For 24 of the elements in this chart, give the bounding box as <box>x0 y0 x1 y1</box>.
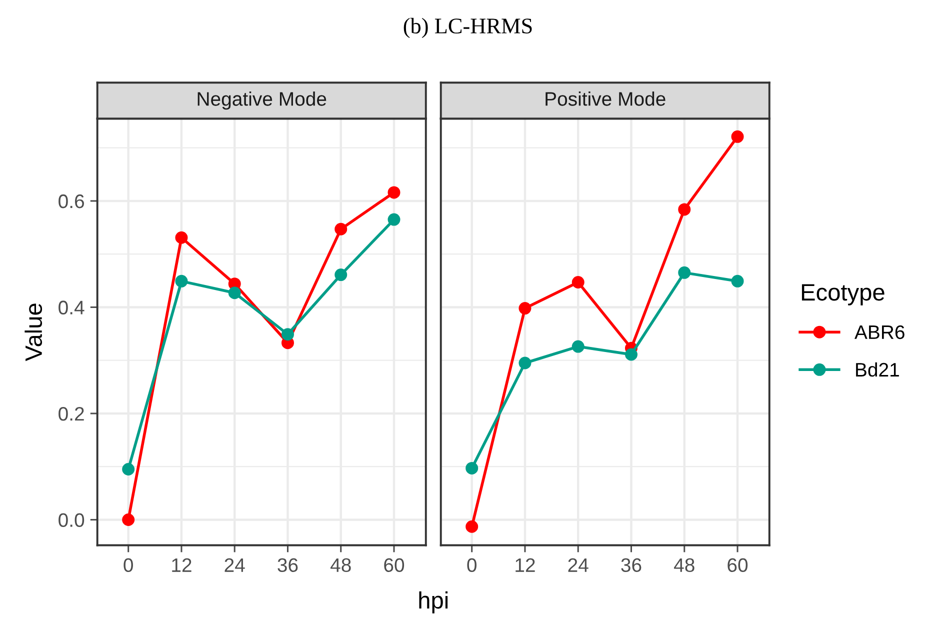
y-tick-label: 0.2 <box>58 406 84 421</box>
x-tick-label: 12 <box>172 558 192 572</box>
y-tick-label: 0.4 <box>58 300 84 314</box>
legend-title: Ecotype <box>802 284 884 306</box>
chart-subtitle: Positive Mode <box>546 92 666 106</box>
y-tick-label: 0.0 <box>58 513 84 527</box>
y-tick-label: 0.6 <box>58 194 84 208</box>
x-tick-label: 48 <box>674 558 694 572</box>
x-tick-label: 48 <box>330 558 351 572</box>
x-tick-label: 60 <box>384 558 404 572</box>
legend-label: Bd21 <box>856 362 899 377</box>
x-tick-label: 24 <box>568 558 588 572</box>
x-tick-label: 36 <box>621 558 642 572</box>
chart-subtitle: Negative Mode <box>198 92 326 110</box>
x-tick-label: 0 <box>467 558 476 572</box>
x-axis-title: hpi <box>419 591 448 614</box>
y-axis-title: Value <box>24 304 42 362</box>
x-tick-label: 24 <box>224 558 245 572</box>
x-tick-label: 0 <box>124 558 133 572</box>
x-tick-label: 36 <box>278 558 298 572</box>
legend-label: ABR6 <box>854 325 904 340</box>
x-tick-label: 12 <box>516 558 535 572</box>
chart-title: (b) LC-HRMS <box>404 18 532 38</box>
x-tick-label: 60 <box>728 558 748 572</box>
